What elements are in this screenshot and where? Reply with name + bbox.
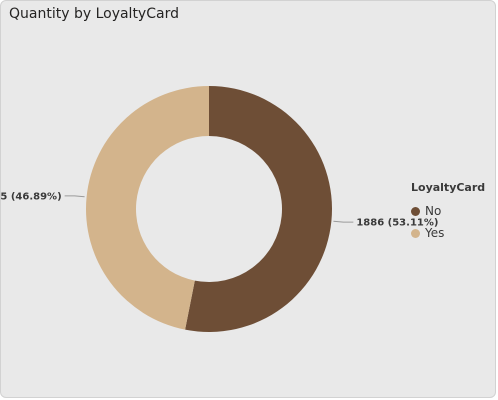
leader-line-yes: [64, 195, 85, 198]
legend-item-yes[interactable]: Yes: [411, 222, 485, 244]
legend-swatch-no: [411, 206, 420, 216]
legend-label-no: No: [425, 204, 442, 218]
donut-slice-yes[interactable]: [85, 86, 209, 330]
legend-item-no[interactable]: No: [411, 200, 485, 222]
data-label-no: 1886 (53.11%): [356, 218, 438, 229]
chart-title: Quantity by LoyaltyCard: [9, 6, 179, 22]
leader-lines: [64, 195, 354, 223]
leader-line-no: [333, 220, 354, 223]
legend-label-yes: Yes: [425, 226, 445, 240]
data-label-yes: 1665 (46.89%): [1, 191, 62, 202]
legend-title: LoyaltyCard: [411, 181, 486, 194]
legend-swatch-yes: [411, 228, 420, 238]
donut-slice-no[interactable]: [185, 86, 332, 332]
data-labels: 1886 (53.11%) 1665 (46.89%): [1, 191, 438, 228]
donut-slices: [85, 86, 332, 332]
legend: LoyaltyCard No Yes: [411, 181, 485, 244]
